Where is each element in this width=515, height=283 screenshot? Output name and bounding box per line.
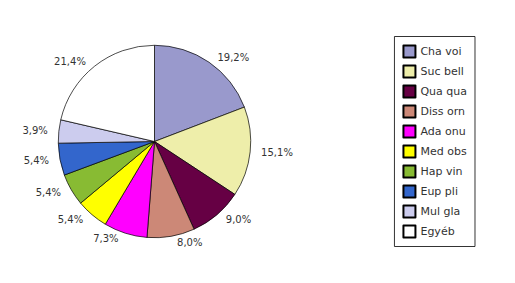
svg-text:5,4%: 5,4% (36, 187, 61, 198)
svg-text:Diss orn: Diss orn (420, 105, 465, 118)
svg-text:9,0%: 9,0% (226, 214, 251, 225)
svg-text:Mul gla: Mul gla (420, 205, 460, 218)
svg-text:Hap vin: Hap vin (420, 165, 462, 178)
svg-text:3,9%: 3,9% (22, 125, 47, 136)
svg-text:Eup pli: Eup pli (420, 185, 458, 198)
svg-text:8,0%: 8,0% (177, 237, 202, 248)
svg-text:15,1%: 15,1% (261, 147, 293, 158)
svg-text:5,4%: 5,4% (24, 155, 49, 166)
svg-text:19,2%: 19,2% (217, 52, 249, 63)
svg-text:5,4%: 5,4% (58, 214, 83, 225)
svg-text:Ada onu: Ada onu (420, 125, 465, 138)
svg-text:Egyéb: Egyéb (420, 225, 454, 238)
svg-text:7,3%: 7,3% (93, 233, 118, 244)
svg-text:Med obs: Med obs (420, 145, 466, 158)
svg-text:Suc bell: Suc bell (420, 65, 463, 78)
svg-text:Qua qua: Qua qua (420, 85, 467, 98)
svg-text:Cha voi: Cha voi (420, 45, 461, 58)
svg-text:21,4%: 21,4% (54, 56, 86, 67)
